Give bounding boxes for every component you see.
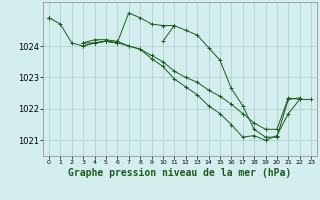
X-axis label: Graphe pression niveau de la mer (hPa): Graphe pression niveau de la mer (hPa): [68, 168, 292, 178]
